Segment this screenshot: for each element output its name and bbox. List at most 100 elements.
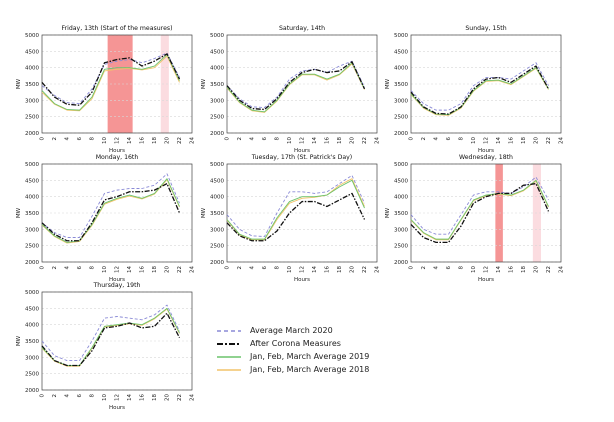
x-tick-label: 10 — [102, 394, 108, 401]
x-tick-label: 8 — [275, 266, 281, 270]
series-line-avg2018 — [41, 55, 180, 112]
x-tick-label: 18 — [152, 394, 158, 401]
x-tick-label: 2 — [237, 266, 243, 270]
x-tick-label: 14 — [127, 266, 133, 273]
x-tick-label: 14 — [496, 137, 502, 144]
x-tick-label: 24 — [190, 266, 196, 273]
y-tick-label: 2500 — [25, 115, 39, 121]
x-tick-label: 6 — [262, 137, 268, 141]
x-tick-label: 14 — [127, 137, 133, 144]
y-axis-label: MW — [201, 207, 207, 218]
y-axis-label: MW — [385, 207, 391, 218]
chart-title: Wednesday, 18th — [459, 154, 513, 161]
x-tick-label: 24 — [375, 137, 381, 144]
x-tick-label: 16 — [509, 266, 515, 273]
y-axis-label: MW — [16, 78, 22, 89]
series-line-avg2018 — [410, 180, 549, 241]
x-tick-label: 8 — [90, 394, 96, 398]
y-tick-label: 2500 — [210, 115, 224, 121]
x-tick-label: 2 — [421, 137, 427, 141]
x-axis-label: Hours — [294, 148, 310, 154]
x-tick-label: 22 — [177, 137, 183, 144]
series-line-avg2018 — [41, 179, 180, 244]
x-tick-label: 12 — [300, 137, 306, 144]
legend-swatch-dashed — [217, 329, 241, 332]
x-tick-label: 18 — [337, 137, 343, 144]
x-tick-label: 22 — [546, 266, 552, 273]
y-tick-label: 4500 — [394, 49, 408, 55]
x-tick-label: 16 — [325, 266, 331, 273]
x-axis-label: Hours — [478, 148, 494, 154]
legend-item-after: After Corona Measures — [216, 337, 396, 350]
y-tick-label: 2000 — [394, 131, 408, 137]
chart-title: Monday, 16th — [96, 154, 139, 161]
series-line-avg2018 — [226, 63, 365, 113]
series-line-after — [410, 182, 550, 244]
x-tick-label: 8 — [90, 137, 96, 141]
series-line-after — [410, 65, 550, 115]
y-tick-label: 2000 — [25, 260, 39, 266]
y-tick-label: 5000 — [394, 33, 408, 39]
y-tick-label: 3500 — [394, 211, 408, 217]
x-axis-label: Hours — [109, 277, 125, 283]
x-tick-label: 12 — [484, 266, 490, 273]
highlight-band — [160, 35, 169, 133]
x-tick-label: 18 — [521, 137, 527, 144]
x-tick-label: 4 — [434, 137, 440, 141]
x-tick-label: 24 — [375, 266, 381, 273]
x-tick-label: 12 — [115, 266, 121, 273]
y-tick-label: 2000 — [25, 131, 39, 137]
x-tick-label: 16 — [325, 137, 331, 144]
y-tick-label: 4000 — [210, 66, 224, 72]
y-tick-label: 3500 — [25, 339, 39, 345]
y-tick-label: 2000 — [210, 260, 224, 266]
y-tick-label: 4000 — [394, 66, 408, 72]
series-line-avg2020 — [41, 52, 180, 105]
x-tick-label: 0 — [225, 266, 231, 270]
y-tick-label: 3500 — [394, 82, 408, 88]
chart-title: Thursday, 19th — [93, 282, 141, 289]
series-line-after — [41, 312, 181, 367]
x-tick-label: 8 — [459, 137, 465, 141]
y-tick-label: 3000 — [25, 355, 39, 361]
x-tick-label: 18 — [152, 137, 158, 144]
series-line-avg2020 — [226, 174, 365, 237]
x-tick-label: 4 — [434, 266, 440, 270]
y-tick-label: 5000 — [25, 162, 39, 168]
x-tick-label: 12 — [115, 394, 121, 401]
legend-item-avg2018: Jan, Feb, March Average 2018 — [216, 363, 396, 376]
x-tick-label: 4 — [65, 394, 71, 398]
x-tick-label: 12 — [300, 266, 306, 273]
x-tick-label: 8 — [90, 266, 96, 270]
x-tick-label: 2 — [237, 137, 243, 141]
y-tick-label: 3500 — [210, 82, 224, 88]
y-tick-label: 4500 — [210, 49, 224, 55]
x-tick-label: 0 — [40, 394, 46, 398]
x-tick-label: 4 — [250, 137, 256, 141]
x-tick-label: 20 — [165, 394, 171, 401]
y-tick-label: 3000 — [394, 98, 408, 104]
chart-title: Friday, 13th (Start of the measures) — [61, 25, 172, 32]
series-line-avg2019 — [226, 62, 365, 113]
legend-label: Average March 2020 — [250, 326, 333, 335]
series-line-avg2019 — [41, 178, 180, 243]
x-tick-label: 16 — [140, 137, 146, 144]
x-tick-label: 14 — [312, 266, 318, 273]
x-tick-label: 20 — [350, 137, 356, 144]
y-tick-label: 3000 — [25, 227, 39, 233]
y-tick-label: 4500 — [25, 178, 39, 184]
x-tick-label: 18 — [152, 266, 158, 273]
y-tick-label: 5000 — [25, 33, 39, 39]
x-axis-label: Hours — [294, 277, 310, 283]
y-tick-label: 2500 — [394, 244, 408, 250]
plot-frame — [41, 34, 193, 134]
plot-frame — [226, 34, 378, 134]
x-tick-label: 10 — [102, 137, 108, 144]
x-tick-label: 20 — [165, 137, 171, 144]
x-tick-label: 10 — [102, 266, 108, 273]
x-tick-label: 8 — [275, 137, 281, 141]
